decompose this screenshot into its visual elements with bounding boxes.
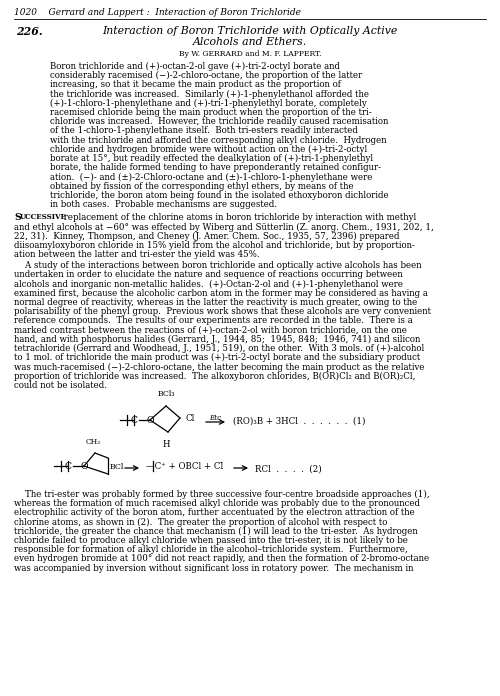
Text: A study of the interactions between boron trichloride and optically active alcoh: A study of the interactions between boro… [14,261,422,270]
Text: obtained by fission of the corresponding ethyl ethers, by means of the: obtained by fission of the corresponding… [50,182,354,191]
Text: replacement of the chlorine atoms in boron trichloride by interaction with methy: replacement of the chlorine atoms in bor… [61,213,416,222]
Text: UCCESSIVE: UCCESSIVE [20,213,66,221]
Text: O: O [146,416,154,425]
Text: marked contrast between the reactions of (+)-octan-2-ol with boron trichloride, : marked contrast between the reactions of… [14,326,407,335]
Text: with the trichloride and afforded the corresponding alkyl chloride.  Hydrogen: with the trichloride and afforded the co… [50,136,386,145]
Text: (+)-1-chloro-1-phenylethane and (+)-tri-1-phenylethyl borate, completely: (+)-1-chloro-1-phenylethane and (+)-tri-… [50,99,367,108]
Text: Alcohols and Ethers.: Alcohols and Ethers. [193,37,307,47]
Text: Etc: Etc [210,414,222,422]
Text: racemised chloride being the main product when the proportion of the tri-: racemised chloride being the main produc… [50,108,372,117]
Text: of the 1-chloro-1-phenylethane itself.  Both tri-esters readily interacted: of the 1-chloro-1-phenylethane itself. B… [50,127,358,136]
Text: Cl: Cl [185,415,194,423]
Text: borate at 15°, but readily effected the dealkylation of (+)-tri-1-phenylethyl: borate at 15°, but readily effected the … [50,154,373,163]
Text: electrophilic activity of the boron atom, further accentuated by the electron at: electrophilic activity of the boron atom… [14,508,415,517]
Text: CH₂: CH₂ [86,438,100,446]
Text: proportion of trichloride was increased.  The alkoxyboron chlorides, B(OR)Cl₂ an: proportion of trichloride was increased.… [14,372,415,381]
Text: even hydrogen bromide at 100° did not react rapidly, and then the formation of 2: even hydrogen bromide at 100° did not re… [14,555,429,563]
Text: chloride was increased.  However, the trichloride readily caused racemisation: chloride was increased. However, the tri… [50,117,388,126]
Text: polarisability of the phenyl group.  Previous work shows that these alcohols are: polarisability of the phenyl group. Prev… [14,307,431,316]
Text: The tri-ester was probably formed by three successive four-centre broadside appr: The tri-ester was probably formed by thr… [14,490,430,499]
Text: examined first, because the alcoholic carbon atom in the former may be considere: examined first, because the alcoholic ca… [14,289,428,298]
Text: in both cases.  Probable mechanisms are suggested.: in both cases. Probable mechanisms are s… [50,200,277,209]
Text: and ethyl alcohols at −60° was effected by Wiberg and Sütterlin (Z. anorg. Chem.: and ethyl alcohols at −60° was effected … [14,223,434,232]
Text: ation.  (−)- and (±)-2-Chloro-octane and (±)-1-chloro-1-phenylethane were: ation. (−)- and (±)-2-Chloro-octane and … [50,173,372,182]
Text: 226.: 226. [16,26,42,37]
Text: the trichloride was increased.  Similarly (+)-1-phenylethanol afforded the: the trichloride was increased. Similarly… [50,90,369,99]
Text: to 1 mol. of trichloride the main product was (+)-tri-2-octyl borate and the sub: to 1 mol. of trichloride the main produc… [14,353,420,363]
Text: trichloride, the boron atom being found in the isolated ethoxyboron dichloride: trichloride, the boron atom being found … [50,191,388,200]
Text: By W. GERRARD and M. F. LAPPERT.: By W. GERRARD and M. F. LAPPERT. [179,50,321,58]
Text: S: S [14,213,20,222]
Text: chloride and hydrogen bromide were without action on the (+)-tri-2-octyl: chloride and hydrogen bromide were witho… [50,145,367,154]
Text: (RO)₃B + 3HCl  .  .  .  .  .  .  (1): (RO)₃B + 3HCl . . . . . . (1) [233,416,366,425]
Text: RCl  .  .  .  .  (2): RCl . . . . (2) [255,464,322,473]
Text: alcohols and inorganic non-metallic halides.  (+)-Octan-2-ol and (+)-1-phenyleth: alcohols and inorganic non-metallic hali… [14,280,403,289]
Text: reference compounds.  The results of our experiments are recorded in the table. : reference compounds. The results of our … [14,317,413,326]
Text: —C⁺ + OBCl + Cl̅: —C⁺ + OBCl + Cl̅ [146,463,223,471]
Text: Interaction of Boron Trichloride with Optically Active: Interaction of Boron Trichloride with Op… [102,26,398,36]
Text: C: C [130,416,138,425]
Text: was much-racemised (−)-2-chloro-octane, the latter becoming the main product as : was much-racemised (−)-2-chloro-octane, … [14,363,424,372]
Text: chloride failed to produce alkyl chloride when passed into the tri-ester, it is : chloride failed to produce alkyl chlorid… [14,536,408,545]
Text: BCl: BCl [110,463,124,471]
Text: ation between the latter and tri-ester the yield was 45%.: ation between the latter and tri-ester t… [14,250,260,259]
Text: whereas the formation of much racemised alkyl chloride was probably due to the p: whereas the formation of much racemised … [14,499,420,508]
Text: 1020    Gerrard and Lappert :  Interaction of Boron Trichloride: 1020 Gerrard and Lappert : Interaction o… [14,8,301,17]
Text: considerably racemised (−)-2-chloro-octane, the proportion of the latter: considerably racemised (−)-2-chloro-octa… [50,71,362,80]
Text: chlorine atoms, as shown in (2).  The greater the proportion of alcohol with res: chlorine atoms, as shown in (2). The gre… [14,518,388,527]
Text: responsible for formation of alkyl chloride in the alcohol–trichloride system.  : responsible for formation of alkyl chlor… [14,545,408,554]
Text: borate, the halide formed tending to have preponderantly retained configur-: borate, the halide formed tending to hav… [50,163,381,172]
Text: H: H [162,440,170,449]
Text: was accompanied by inversion without significant loss in rotatory power.  The me: was accompanied by inversion without sig… [14,564,413,573]
Text: Boron trichloride and (+)-octan-2-ol gave (+)-tri-2-octyl borate and: Boron trichloride and (+)-octan-2-ol gav… [50,62,340,71]
Text: increasing, so that it became the main product as the proportion of: increasing, so that it became the main p… [50,81,341,89]
Text: BCl₃: BCl₃ [157,390,175,398]
Text: could not be isolated.: could not be isolated. [14,381,107,390]
Text: C: C [64,463,71,471]
Text: hand, and with phosphorus halides (Gerrard, J., 1944, 85;  1945, 848;  1946, 741: hand, and with phosphorus halides (Gerra… [14,335,420,344]
Text: undertaken in order to elucidate the nature and sequence of reactions occurring : undertaken in order to elucidate the nat… [14,271,403,279]
Text: O: O [80,463,88,471]
Text: trichloride, the greater the chance that mechanism (1) will lead to the tri-este: trichloride, the greater the chance that… [14,527,418,536]
Text: diisoamyloxyboron chloride in 15% yield from the alcohol and trichloride, but by: diisoamyloxyboron chloride in 15% yield … [14,241,415,250]
Text: 22, 31).  Kinney, Thompson, and Cheney (J. Amer. Chem. Soc., 1935, 57, 2396) pre: 22, 31). Kinney, Thompson, and Cheney (J… [14,232,400,241]
Text: tetrachloride (Gerrard and Woodhead, J., 1951, 519), on the other.  With 3 mols.: tetrachloride (Gerrard and Woodhead, J.,… [14,344,424,353]
Text: normal degree of reactivity, whereas in the latter the reactivity is much greate: normal degree of reactivity, whereas in … [14,298,417,307]
